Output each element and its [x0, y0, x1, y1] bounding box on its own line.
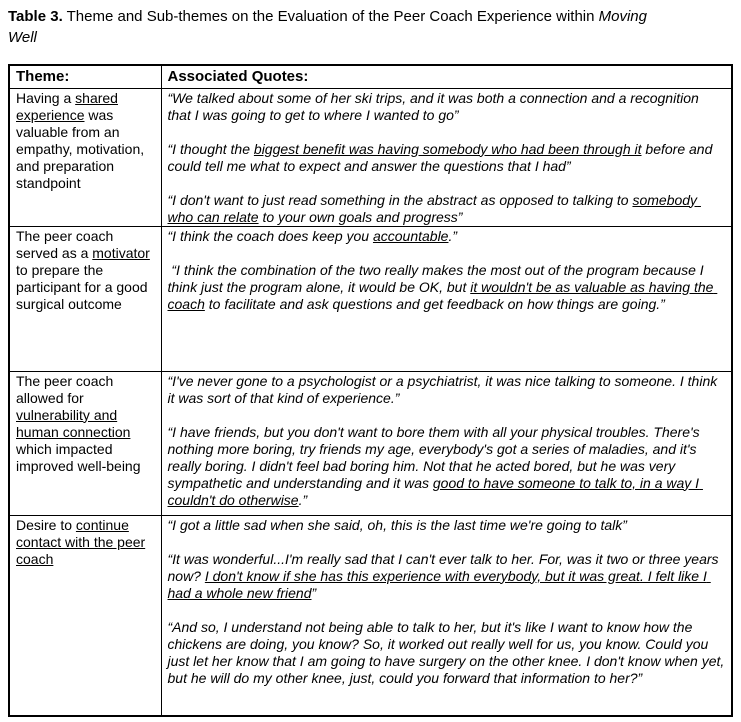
underlined-text: vulnerability and human connection [16, 406, 131, 440]
table-caption-label: Table 3. [8, 8, 63, 25]
quote-paragraph: “I got a little sad when she said, oh, t… [168, 517, 726, 534]
quote-paragraph: “We talked about some of her ski trips, … [168, 90, 726, 124]
theme-cell: Having a shared experience was valuable … [8, 87, 162, 227]
header-row: Theme: Associated Quotes: [8, 64, 733, 89]
plain-text: “I've never gone to a psychologist or a … [167, 372, 722, 406]
table-caption-italic: Moving [598, 8, 647, 25]
quote-paragraph: “It was wonderful...I'm really sad that … [168, 551, 726, 602]
underlined-text: motivator [92, 244, 150, 261]
underlined-text: somebody who can relate [167, 191, 701, 225]
underlined-text: it wouldn't be as valuable as having the… [167, 278, 718, 312]
quote-paragraph: “I think the combination of the two real… [168, 262, 726, 313]
plain-text: .” [448, 227, 458, 244]
quote-paragraph: “And so, I understand not being able to … [168, 619, 726, 687]
plain-text: “I think the combination of the two real… [167, 261, 708, 295]
table-row: Having a shared experience was valuable … [8, 87, 733, 227]
table-row: Desire to continue contact with the peer… [8, 514, 733, 717]
plain-text: ” [311, 584, 317, 601]
underlined-text: shared experience [16, 89, 118, 123]
plain-text: to prepare the participant for a good su… [16, 261, 148, 312]
plain-text: “We talked about some of her ski trips, … [167, 89, 703, 123]
quotes-cell: “We talked about some of her ski trips, … [160, 87, 733, 227]
header-theme: Theme: [8, 64, 162, 89]
quote-paragraph: “I've never gone to a psychologist or a … [168, 373, 726, 407]
plain-text: before and could tell me what to expect … [167, 140, 717, 174]
plain-text: to your own goals and progress” [258, 208, 463, 225]
quote-paragraph: “I thought the biggest benefit was havin… [168, 141, 726, 175]
quotes-cell: “I think the coach does keep you account… [160, 225, 733, 372]
quote-paragraph: “I have friends, but you don't want to b… [168, 424, 726, 509]
plain-text: “It was wonderful...I'm really sad that … [167, 550, 723, 584]
plain-text: to facilitate and ask questions and get … [204, 295, 665, 312]
table-caption: Table 3. Theme and Sub-themes on the Eva… [8, 6, 728, 48]
underlined-text: biggest benefit was having somebody who … [253, 140, 642, 157]
table-body: Having a shared experience was valuable … [8, 87, 733, 717]
header-associated-quotes: Associated Quotes: [160, 64, 733, 89]
plain-text: Having a [16, 89, 76, 106]
plain-text: “I think the coach does keep you [167, 227, 373, 244]
plain-text: “I have friends, but you don't want to b… [167, 423, 704, 491]
plain-text: “I thought the [167, 140, 254, 157]
quotes-cell: “I've never gone to a psychologist or a … [160, 370, 733, 516]
underlined-text: I don't know if she has this experience … [167, 567, 711, 601]
table-row: The peer coach served as a motivator to … [8, 225, 733, 372]
theme-cell: Desire to continue contact with the peer… [8, 514, 162, 717]
plain-text: which impacted improved well-being [16, 440, 141, 474]
table-row: The peer coach allowed for vulnerability… [8, 370, 733, 516]
plain-text: “And so, I understand not being able to … [167, 618, 729, 686]
theme-cell: The peer coach allowed for vulnerability… [8, 370, 162, 516]
table-caption-italic-line2: Well [8, 29, 37, 46]
plain-text: “I don't want to just read something in … [167, 191, 633, 208]
plain-text: The peer coach allowed for [16, 372, 114, 406]
plain-text: .” [298, 491, 308, 508]
table-header: Theme: Associated Quotes: [8, 64, 733, 89]
plain-text: “I got a little sad when she said, oh, t… [167, 516, 627, 533]
plain-text: The peer coach served as a [16, 227, 114, 261]
theme-cell: The peer coach served as a motivator to … [8, 225, 162, 372]
quotes-cell: “I got a little sad when she said, oh, t… [160, 514, 733, 717]
plain-text: was valuable from an empathy, motivation… [16, 106, 145, 191]
underlined-text: good to have someone to talk to, in a wa… [167, 474, 703, 508]
plain-text: Desire to [16, 516, 76, 533]
quote-paragraph: “I think the coach does keep you account… [168, 228, 726, 245]
underlined-text: continue contact with the peer coach [16, 516, 146, 567]
table-caption-text: Theme and Sub-themes on the Evaluation o… [62, 8, 599, 25]
underlined-text: accountable [372, 227, 449, 244]
quote-paragraph: “I don't want to just read something in … [168, 192, 726, 226]
themes-quotes-table: Theme: Associated Quotes: Having a share… [8, 64, 733, 717]
